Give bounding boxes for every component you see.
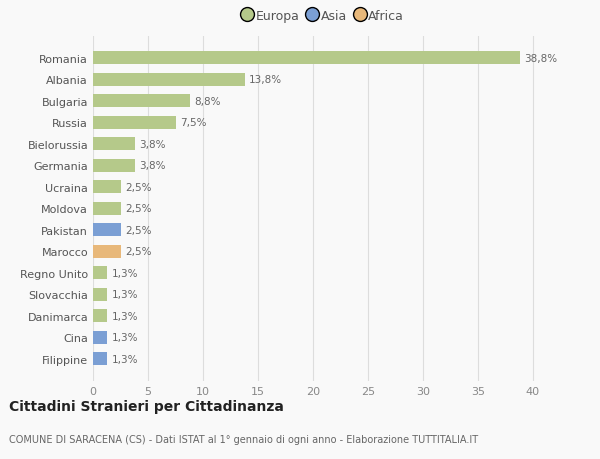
Text: Cittadini Stranieri per Cittadinanza: Cittadini Stranieri per Cittadinanza <box>9 399 284 413</box>
Text: 3,8%: 3,8% <box>139 140 166 150</box>
Text: 1,3%: 1,3% <box>112 290 138 300</box>
Bar <box>93 309 107 323</box>
Text: COMUNE DI SARACENA (CS) - Dati ISTAT al 1° gennaio di ogni anno - Elaborazione T: COMUNE DI SARACENA (CS) - Dati ISTAT al … <box>9 434 478 444</box>
Bar <box>93 331 107 344</box>
Bar <box>93 288 107 301</box>
Text: 2,5%: 2,5% <box>125 182 151 192</box>
Bar <box>93 267 107 280</box>
Text: 3,8%: 3,8% <box>139 161 166 171</box>
Text: 1,3%: 1,3% <box>112 354 138 364</box>
Text: 2,5%: 2,5% <box>125 247 151 257</box>
Bar <box>93 138 135 151</box>
Text: 2,5%: 2,5% <box>125 225 151 235</box>
Text: 1,3%: 1,3% <box>112 268 138 278</box>
Legend: Europa, Asia, Africa: Europa, Asia, Africa <box>241 6 407 27</box>
Bar <box>93 117 176 129</box>
Bar <box>93 52 520 65</box>
Text: 7,5%: 7,5% <box>180 118 206 128</box>
Bar <box>93 224 121 237</box>
Text: 2,5%: 2,5% <box>125 204 151 214</box>
Bar <box>93 353 107 365</box>
Text: 1,3%: 1,3% <box>112 311 138 321</box>
Text: 13,8%: 13,8% <box>249 75 283 85</box>
Bar <box>93 74 245 87</box>
Bar <box>93 245 121 258</box>
Bar <box>93 160 135 173</box>
Bar <box>93 95 190 108</box>
Text: 8,8%: 8,8% <box>194 97 221 106</box>
Text: 1,3%: 1,3% <box>112 332 138 342</box>
Bar <box>93 181 121 194</box>
Bar <box>93 202 121 215</box>
Text: 38,8%: 38,8% <box>524 54 557 64</box>
